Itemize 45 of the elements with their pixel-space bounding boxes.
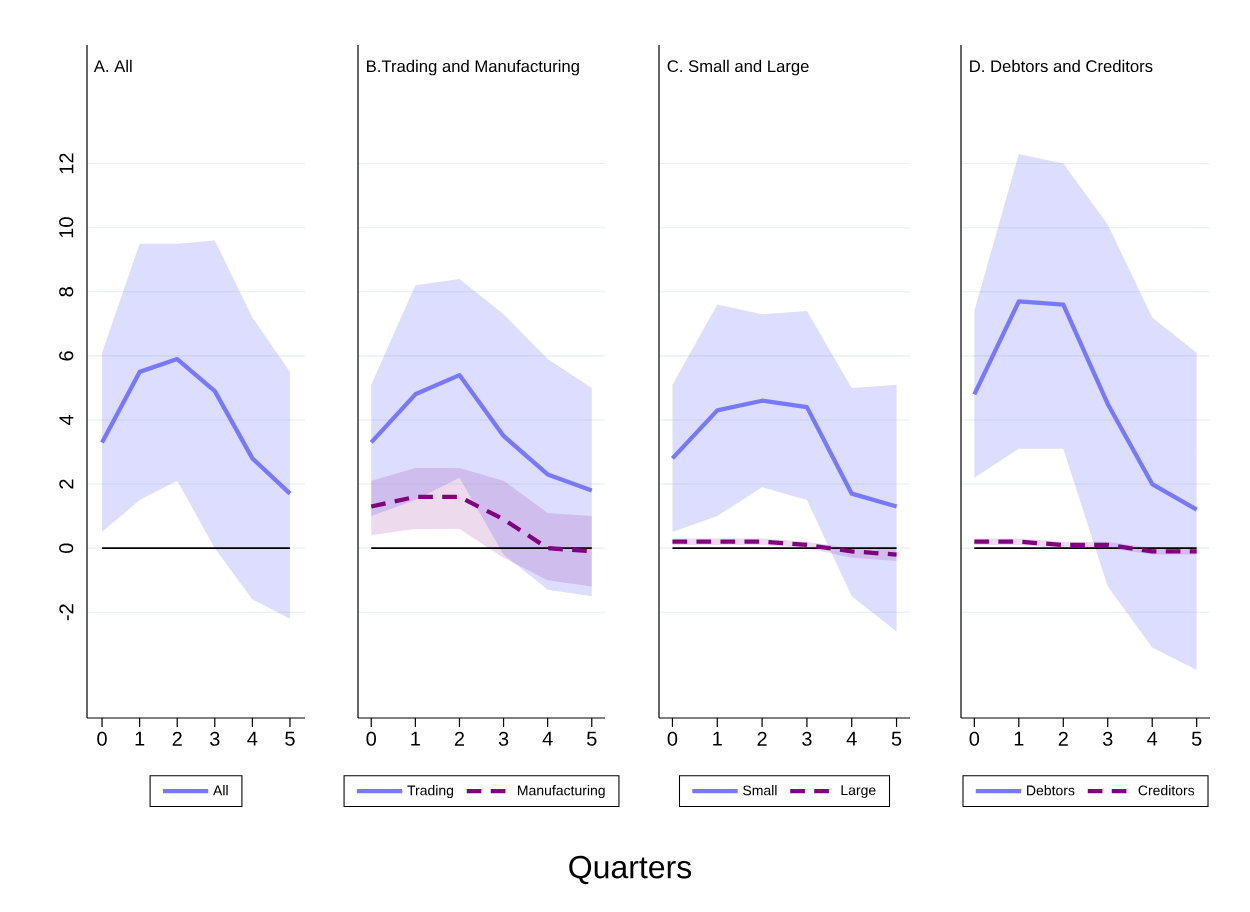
legend-label: Manufacturing xyxy=(518,785,605,799)
text: D. Debtors and Creditors xyxy=(970,59,1153,73)
x-tick-label: 5 xyxy=(1191,731,1202,746)
y-tick-label: 2 xyxy=(59,479,74,489)
x-tick-label: 1 xyxy=(135,731,145,746)
x-tick-label: 5 xyxy=(587,731,597,746)
x-tick-label: 2 xyxy=(172,731,182,746)
y-tick-label: 0 xyxy=(59,543,74,553)
x-tick-label: 5 xyxy=(285,731,295,746)
x-tick-label: 2 xyxy=(757,731,767,746)
x-tick-label: 0 xyxy=(366,731,377,746)
text: C. Small and Large xyxy=(667,59,809,76)
legend-label: Small xyxy=(743,785,777,796)
legend-label: All xyxy=(213,785,228,796)
text: A. All xyxy=(93,59,132,72)
x-tick-label: 3 xyxy=(498,731,509,746)
y-tick-label: 8 xyxy=(59,287,74,297)
x-tick-label: 0 xyxy=(97,731,107,746)
y-tick-label: 12 xyxy=(59,153,74,174)
y-tick-label: 6 xyxy=(59,351,74,361)
x-tick-label: 4 xyxy=(846,731,857,746)
x-tick-label: 4 xyxy=(1147,731,1158,746)
y-tick-label: 10 xyxy=(59,217,74,238)
legend-label: Creditors xyxy=(1138,785,1195,796)
legend-label: Debtors xyxy=(1027,785,1075,796)
x-tick-label: 1 xyxy=(1014,731,1024,746)
x-tick-label: 2 xyxy=(454,731,465,746)
legend-label: Trading xyxy=(407,785,454,799)
x-tick-label: 3 xyxy=(1102,731,1113,746)
y-tick-label: -2 xyxy=(59,604,74,621)
x-tick-label: 2 xyxy=(1058,731,1068,746)
x-tick-label: 0 xyxy=(667,731,678,746)
line-series xyxy=(99,356,293,496)
x-tick-label: 4 xyxy=(247,731,258,746)
x-tick-label: 1 xyxy=(411,731,420,746)
x-tick-label: 4 xyxy=(542,731,553,746)
x-tick-label: 0 xyxy=(969,731,980,746)
x-tick-label: 3 xyxy=(209,731,220,746)
x-tick-label: 3 xyxy=(802,731,812,746)
legend-label: Large xyxy=(841,785,876,798)
x-tick-label: 5 xyxy=(891,731,902,746)
text: B.Trading and Manufacturing xyxy=(367,59,579,76)
x-axis-title: Quarters xyxy=(569,855,692,885)
x-tick-label: 1 xyxy=(713,731,722,746)
y-tick-label: 4 xyxy=(59,414,74,426)
